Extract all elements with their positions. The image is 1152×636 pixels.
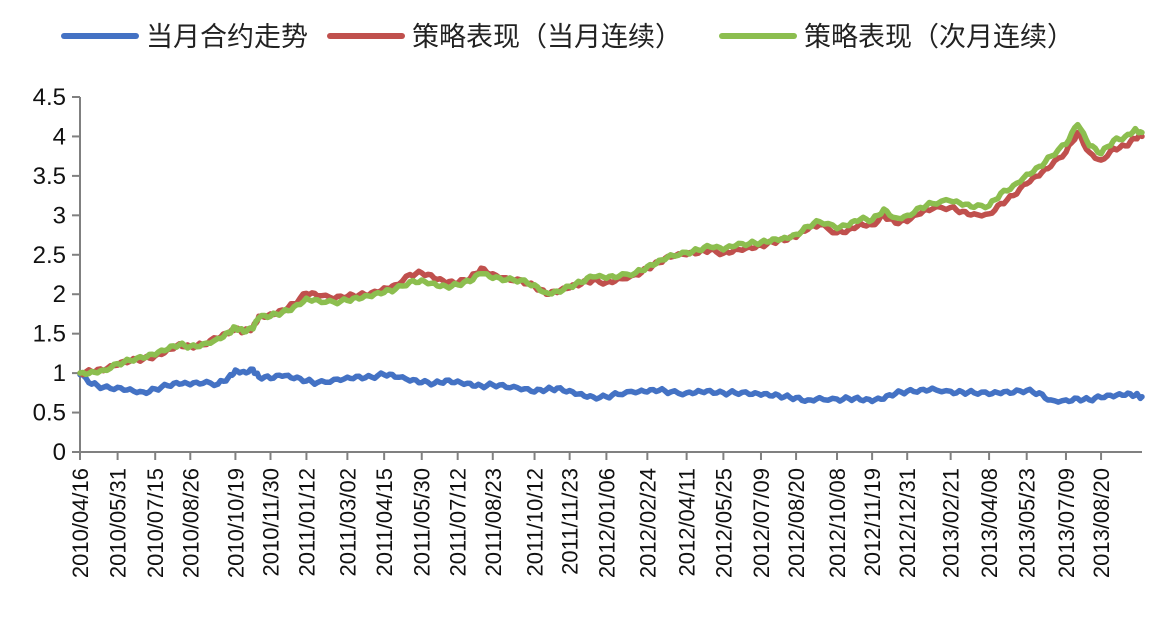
y-tick-label: 2.5 (33, 242, 66, 269)
x-tick-label: 2012/04/11 (675, 468, 700, 576)
y-tick-label: 0.5 (33, 400, 66, 427)
x-tick-label: 2012/07/09 (749, 468, 774, 578)
x-axis: 2010/04/16 2010/05/31 2010/07/15 2010/08/26… (68, 451, 1142, 578)
x-tick-label: 2011/08/23 (481, 468, 506, 576)
x-tick-label: 2011/07/12 (446, 468, 471, 576)
legend: 当月合约走势 策略表现（当月连续） 策略表现（次月连续） (61, 22, 1074, 53)
y-tick-label: 3 (53, 202, 66, 229)
x-tick-label: 2010/11/30 (259, 468, 284, 576)
y-tick-label: 1 (53, 360, 66, 387)
legend-label-3: 策略表现（次月连续） (804, 22, 1074, 53)
x-tick-label: 2012/01/06 (594, 468, 619, 578)
x-tick-label: 2013/02/21 (939, 468, 964, 578)
x-tick-label: 2011/03/02 (335, 468, 360, 576)
y-tick-label: 4.5 (33, 84, 66, 111)
x-tick-label: 2013/05/23 (1015, 468, 1040, 578)
x-tick-label: 2013/04/08 (977, 468, 1002, 578)
x-tick-label: 2010/07/15 (143, 468, 168, 578)
series-line-2 (77, 129, 1145, 378)
series-line-1 (77, 366, 1145, 405)
x-tick-label: 2012/11/19 (860, 468, 885, 576)
x-tick-label: 2011/10/12 (523, 468, 548, 576)
x-tick-label: 2012/02/24 (635, 468, 660, 578)
x-tick-label: 2011/11/23 (558, 468, 583, 575)
y-tick-label: 4 (53, 123, 66, 150)
x-tick-label: 2010/04/16 (68, 468, 93, 578)
x-tick-label: 2012/12/31 (895, 468, 920, 578)
x-tick-label: 2012/05/25 (711, 468, 736, 578)
x-tick-label: 2013/08/20 (1089, 468, 1114, 578)
legend-label-2: 策略表现（当月连续） (412, 22, 682, 53)
y-tick-label: 3.5 (33, 163, 66, 190)
x-tick-label: 2010/08/26 (178, 468, 203, 578)
x-tick-label: 2013/07/09 (1054, 468, 1079, 578)
series-line-3 (77, 121, 1145, 378)
x-tick-label: 2011/01/12 (294, 468, 319, 576)
y-tick-label: 0 (53, 439, 66, 466)
x-tick-label: 2010/10/19 (223, 468, 248, 578)
y-tick-label: 2 (53, 281, 66, 308)
y-tick-label: 1.5 (33, 321, 66, 348)
x-tick-label: 2012/10/08 (825, 468, 850, 578)
x-tick-label: 2010/05/31 (106, 468, 131, 578)
x-tick-label: 2012/08/20 (784, 468, 809, 578)
y-axis: 0 0.5 1 1.5 2 2.5 3 3.5 4 4.5 (33, 84, 81, 466)
series-layer (77, 121, 1145, 405)
x-tick-label: 2011/05/30 (410, 468, 435, 576)
legend-label-1: 当月合约走势 (146, 22, 308, 53)
x-tick-label: 2011/04/15 (372, 468, 397, 576)
